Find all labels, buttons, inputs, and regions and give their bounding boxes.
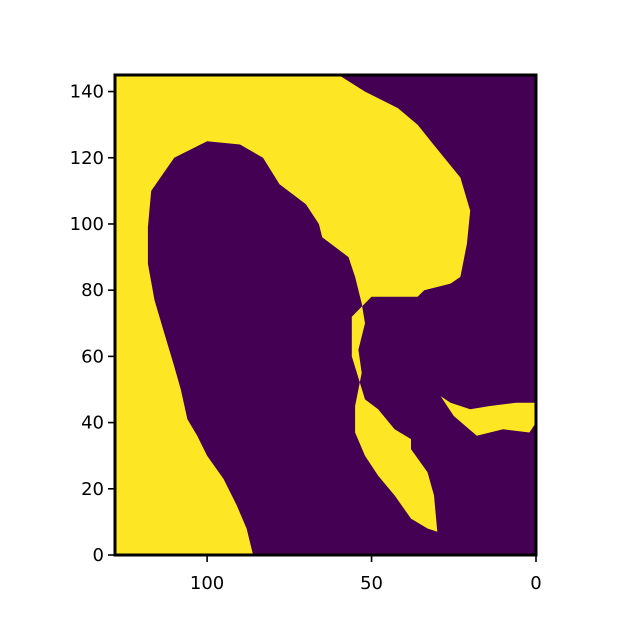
y-tick-label: 80	[81, 280, 104, 301]
y-tick-label: 140	[70, 82, 104, 103]
y-tick-label: 0	[93, 545, 104, 566]
y-axis: 0 20 40 60 80 100 120 140	[70, 82, 115, 566]
plot-frame	[113, 73, 538, 557]
y-tick-label: 120	[70, 148, 104, 169]
y-tick-label: 40	[81, 413, 104, 434]
heatmap-regions	[115, 75, 536, 555]
y-tick-label: 20	[81, 479, 104, 500]
region-west-strip	[115, 75, 471, 555]
region-east-blob	[440, 396, 536, 436]
x-tick-label: 100	[190, 573, 224, 594]
x-axis: 100 50 0	[190, 555, 542, 594]
x-tick-label: 50	[360, 573, 383, 594]
y-tick-label: 60	[81, 346, 104, 367]
x-tick-label: 0	[530, 573, 541, 594]
y-tick-label: 100	[70, 214, 104, 235]
